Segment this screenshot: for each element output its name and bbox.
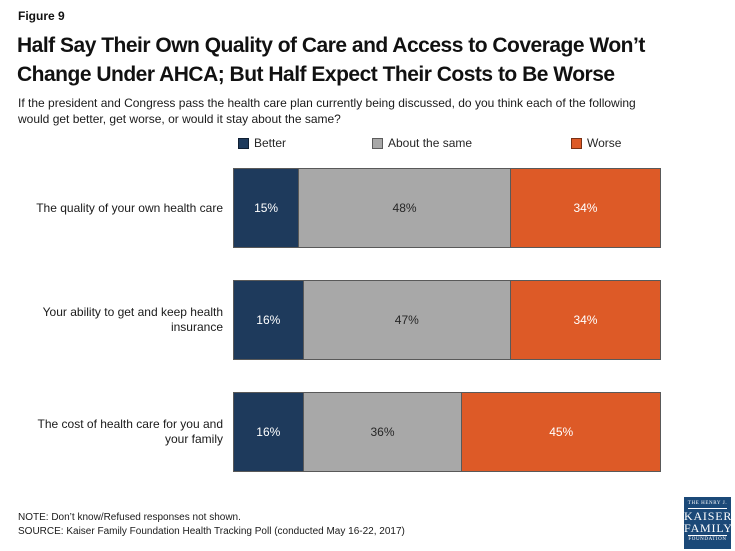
legend-label: Better [254, 136, 287, 150]
footer-notes: NOTE: Don’t know/Refused responses not s… [18, 511, 405, 539]
bar-segment-worse: 34% [510, 280, 661, 360]
bar-segment-about-the-same: 47% [303, 280, 511, 360]
chart-subtitle: If the president and Congress pass the h… [18, 96, 636, 126]
kff-logo: THE HENRY J. KAISER FAMILY FOUNDATION [684, 497, 733, 549]
bar-segment-worse: 45% [462, 392, 661, 472]
chart-row: Your ability to get and keep health insu… [18, 280, 661, 360]
bar-segment-better: 16% [233, 280, 304, 360]
better-swatch-icon [238, 137, 249, 149]
logo-rule [688, 508, 727, 509]
logo-line-top: THE HENRY J. [687, 501, 728, 506]
value-label: 16% [256, 313, 281, 327]
chart-row: The cost of health care for you and your… [18, 392, 661, 472]
category-label: The cost of health care for you and your… [37, 417, 223, 446]
chart-row: The quality of your own health care 15% 48… [18, 168, 661, 248]
logo-line-bottom: FOUNDATION [688, 537, 727, 542]
category-label: Your ability to get and keep health insu… [42, 305, 223, 334]
logo-kaiser: KAISER [684, 509, 733, 523]
value-label: 48% [392, 201, 417, 215]
source-text: SOURCE: Kaiser Family Foundation Health … [18, 526, 405, 537]
value-label: 45% [549, 425, 574, 439]
value-label: 36% [370, 425, 395, 439]
chart-title: Half Say Their Own Quality of Care and A… [17, 34, 645, 86]
logo-rule [688, 535, 727, 536]
bar-segment-better: 15% [233, 168, 300, 248]
stacked-bar: 16% 36% 45% [233, 392, 661, 472]
bar-segment-about-the-same: 48% [299, 168, 511, 248]
value-label: 47% [394, 313, 419, 327]
legend: Better About the same Worse [0, 136, 735, 152]
value-label: 16% [256, 425, 281, 439]
category-label: The quality of your own health care [36, 200, 223, 215]
value-label: 34% [573, 201, 598, 215]
note-text: NOTE: Don’t know/Refused responses not s… [18, 512, 241, 523]
bar-segment-worse: 34% [510, 168, 661, 248]
legend-item-better: Better [238, 136, 286, 150]
legend-label: About the same [388, 136, 473, 150]
legend-label: Worse [587, 136, 622, 150]
legend-item-about-the-same: About the same [372, 136, 472, 150]
legend-item-worse: Worse [571, 136, 621, 150]
value-label: 34% [573, 313, 598, 327]
figure-label: Figure 9 [18, 9, 65, 23]
stacked-bar: 15% 48% 34% [233, 168, 661, 248]
chart-rows: The quality of your own health care 15% 48… [18, 168, 661, 504]
about-the-same-swatch-icon [372, 137, 383, 149]
bar-segment-about-the-same: 36% [303, 392, 463, 472]
worse-swatch-icon [571, 137, 582, 149]
stacked-bar: 16% 47% 34% [233, 280, 661, 360]
logo-family: FAMILY [684, 521, 733, 535]
bar-segment-better: 16% [233, 392, 304, 472]
value-label: 15% [254, 201, 279, 215]
